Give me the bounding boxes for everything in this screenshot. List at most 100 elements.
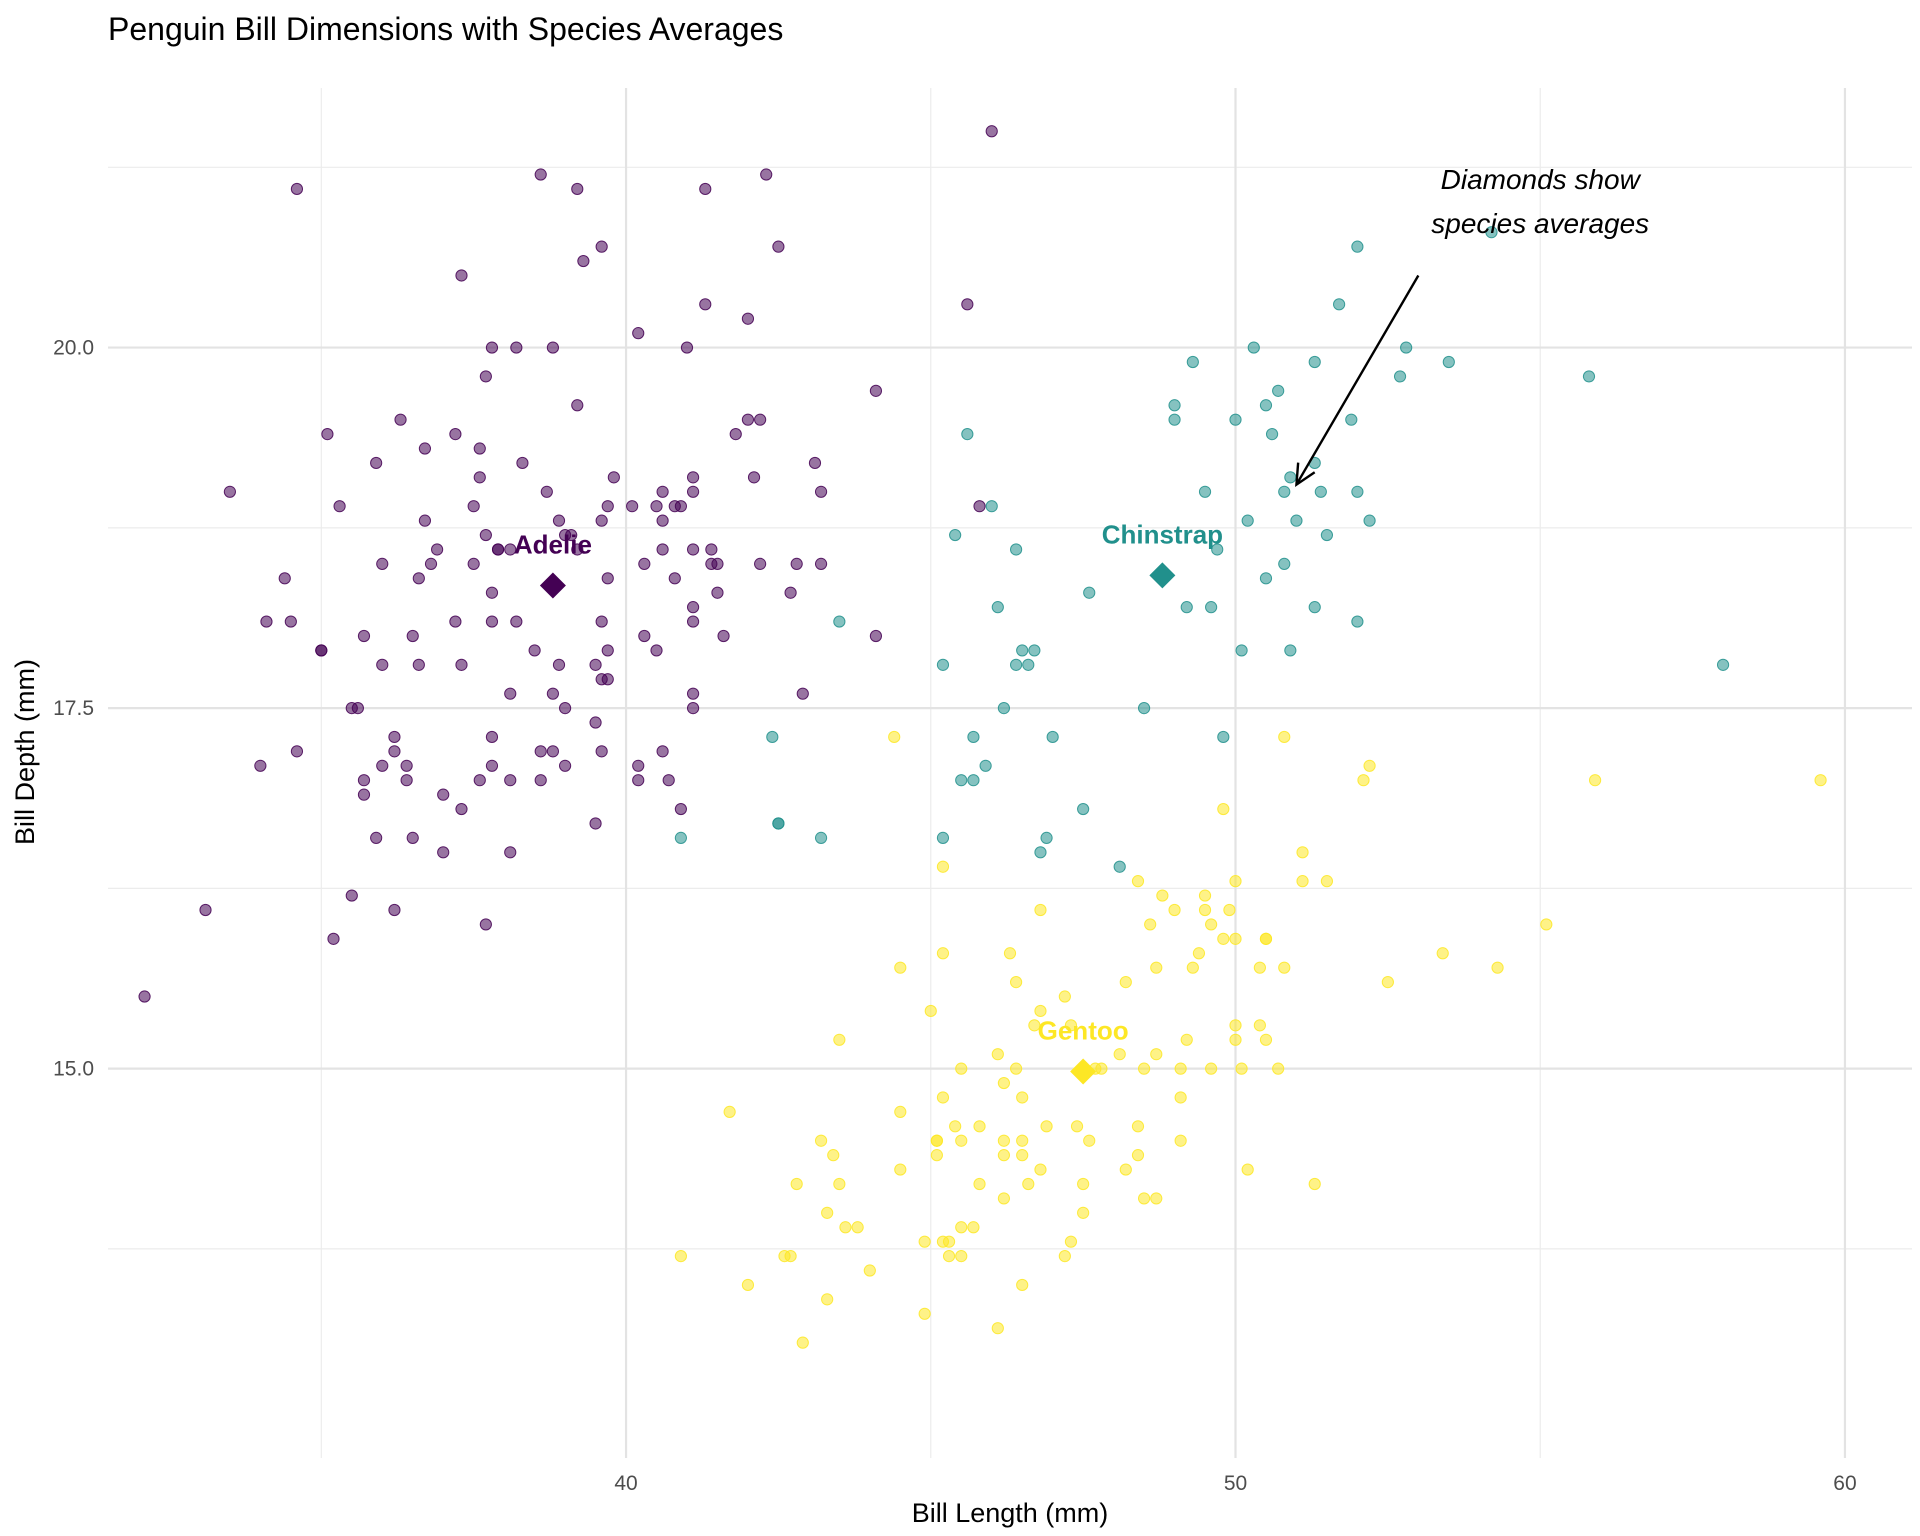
data-point-gentoo: [1229, 1033, 1242, 1046]
data-point-adelie: [485, 615, 499, 628]
x-tick-label: 40: [614, 1472, 637, 1495]
data-point-adelie: [534, 774, 547, 787]
data-point-gentoo: [955, 1250, 968, 1263]
data-point-gentoo: [1131, 1120, 1145, 1133]
data-point-adelie: [370, 456, 383, 470]
data-point-chinstrap: [1241, 514, 1254, 527]
data-point-adelie: [376, 759, 389, 772]
annotation-text-line: species averages: [1431, 208, 1649, 239]
data-point-adelie: [418, 514, 432, 527]
data-point-adelie: [394, 413, 407, 426]
data-point-adelie: [985, 125, 998, 138]
grid-lines: [108, 88, 1912, 1458]
data-point-gentoo: [1186, 961, 1199, 974]
data-point-gentoo: [1192, 947, 1206, 960]
data-point-adelie: [449, 428, 462, 441]
data-point-gentoo: [1381, 976, 1394, 989]
data-point-adelie: [540, 485, 553, 498]
data-point-chinstrap: [1168, 399, 1181, 412]
data-point-chinstrap: [1259, 399, 1273, 412]
data-point-gentoo: [1113, 1048, 1126, 1061]
mean-diamond-chinstrap: [1149, 562, 1176, 589]
data-point-adelie: [357, 788, 371, 801]
data-point-chinstrap: [1211, 543, 1224, 556]
data-point-adelie: [595, 240, 608, 253]
data-point-gentoo: [1259, 932, 1273, 945]
data-point-gentoo: [888, 730, 901, 744]
data-point-gentoo: [894, 961, 907, 974]
data-point-adelie: [650, 644, 663, 657]
data-point-gentoo: [1174, 1062, 1187, 1075]
data-point-gentoo: [1168, 903, 1181, 917]
data-point-gentoo: [1229, 932, 1242, 945]
data-point-adelie: [699, 298, 712, 311]
data-point-chinstrap: [949, 528, 962, 542]
data-point-adelie: [479, 370, 492, 383]
data-point-adelie: [558, 759, 572, 772]
data-point-adelie: [412, 658, 425, 671]
data-point-adelie: [534, 745, 547, 758]
data-point-adelie: [699, 182, 712, 196]
data-point-adelie: [473, 471, 486, 484]
data-point-adelie: [601, 673, 614, 686]
data-point-adelie: [796, 687, 809, 700]
data-point-adelie: [632, 759, 645, 772]
data-point-adelie: [479, 528, 492, 542]
data-point-adelie: [741, 312, 755, 325]
data-point-adelie: [388, 745, 401, 758]
data-point-chinstrap: [1351, 240, 1364, 253]
data-point-adelie: [455, 658, 468, 671]
data-point-chinstrap: [814, 831, 828, 844]
data-point-gentoo: [997, 1149, 1011, 1162]
data-point-gentoo: [1174, 1134, 1187, 1147]
data-point-gentoo: [1022, 1177, 1035, 1191]
species-label-gentoo: Gentoo: [1038, 1016, 1129, 1046]
data-point-gentoo: [894, 1163, 907, 1176]
data-point-chinstrap: [1040, 831, 1053, 844]
data-point-gentoo: [1028, 1019, 1041, 1032]
data-point-adelie: [772, 240, 785, 253]
data-point-adelie: [558, 528, 572, 542]
data-point-gentoo: [1058, 990, 1071, 1003]
data-point-gentoo: [1009, 1062, 1023, 1075]
data-point-adelie: [504, 543, 517, 556]
data-point-adelie: [656, 514, 669, 527]
data-point-adelie: [741, 413, 755, 426]
data-point-adelie: [418, 442, 432, 455]
data-point-adelie: [686, 615, 700, 628]
data-point-gentoo: [814, 1134, 828, 1147]
data-point-gentoo: [796, 1336, 809, 1349]
data-point-adelie: [376, 658, 389, 671]
chart-title: Penguin Bill Dimensions with Species Ave…: [108, 11, 783, 47]
data-point-adelie: [534, 168, 547, 181]
data-point-adelie: [632, 327, 645, 340]
data-point-chinstrap: [1259, 572, 1273, 585]
data-point-adelie: [473, 442, 486, 455]
data-point-adelie: [632, 774, 645, 787]
data-point-adelie: [424, 557, 438, 570]
data-point-gentoo: [1040, 1120, 1053, 1133]
data-point-chinstrap: [1442, 355, 1455, 369]
data-point-adelie: [485, 586, 499, 599]
data-point-gentoo: [918, 1235, 931, 1248]
data-point-gentoo: [1131, 875, 1145, 888]
data-point-gentoo: [936, 1235, 950, 1248]
data-point-adelie: [717, 629, 730, 643]
y-tick-label: 15.0: [53, 1058, 94, 1081]
data-point-chinstrap: [967, 774, 980, 787]
y-axis-title: Bill Depth (mm): [10, 659, 40, 845]
data-point-adelie: [595, 745, 608, 758]
data-point-adelie: [973, 500, 986, 513]
data-point-gentoo: [894, 1105, 907, 1118]
data-point-chinstrap: [1113, 860, 1126, 873]
data-point-gentoo: [827, 1149, 840, 1162]
data-point-gentoo: [1241, 1163, 1254, 1176]
data-point-adelie: [528, 644, 541, 657]
data-point-adelie: [546, 341, 560, 354]
data-point-gentoo: [1229, 1019, 1242, 1032]
data-point-adelie: [485, 730, 499, 744]
data-point-gentoo: [1198, 903, 1212, 917]
data-point-gentoo: [936, 860, 950, 873]
data-point-gentoo: [839, 1221, 852, 1234]
data-point-adelie: [814, 557, 828, 570]
